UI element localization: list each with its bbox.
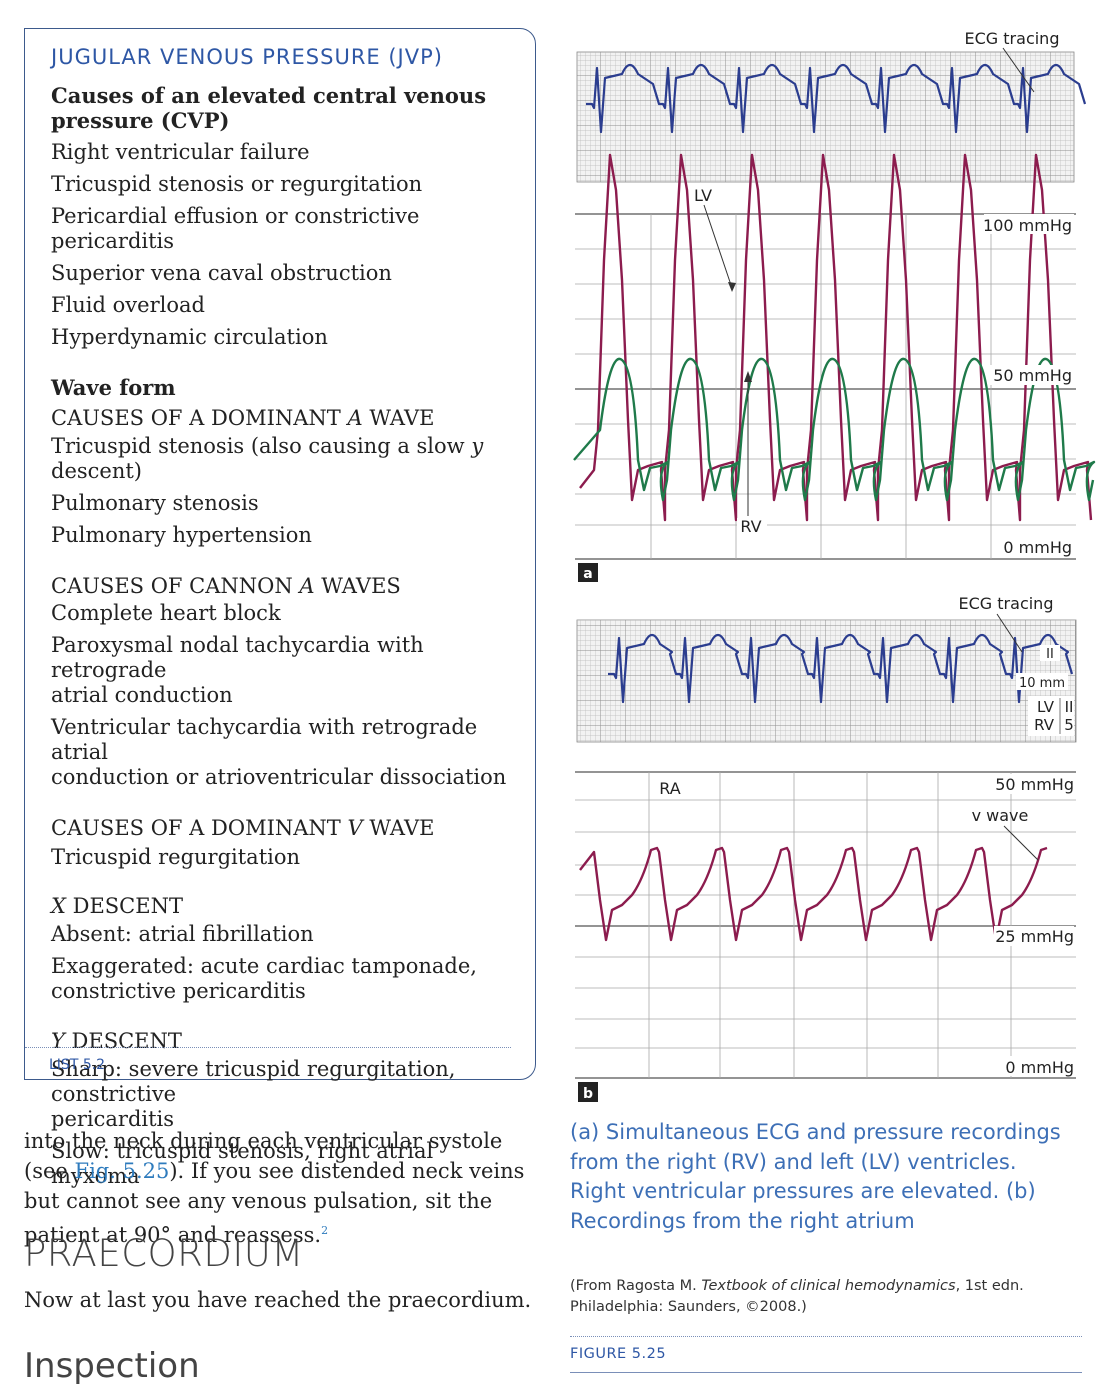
figure-caption: (a) Simultaneous ECG and pressure record… [570, 1120, 1061, 1233]
panel-b-marker [578, 1082, 598, 1102]
scale-0b-label: 0 mmHg [1005, 1058, 1074, 1077]
v-wave-label: v wave [972, 806, 1029, 825]
section-text: Now at last you have reached the praecor… [24, 1288, 532, 1312]
scale-100-bg [984, 214, 1074, 234]
ecg-leader-b [996, 613, 1023, 653]
ecg-label-b: ECG tracing [959, 594, 1054, 613]
cvp-cause: Fluid overload [51, 293, 205, 317]
rv-channel-label: RV [1034, 716, 1055, 734]
scale-50-bg [990, 365, 1074, 385]
list-tag: LIST 5.2 [49, 1057, 106, 1073]
box-title: JUGULAR VENOUS PRESSURE (JVP) [51, 45, 443, 69]
lead-label: II [1046, 647, 1054, 662]
cannon-a-item: Ventricular tachycardia with retrograde … [51, 715, 507, 789]
lv-arrowhead [728, 282, 736, 292]
scale-50b-bg [994, 774, 1074, 794]
rv-label: RV [740, 517, 761, 536]
ecg-trace-b [608, 633, 1074, 704]
dominant-a-heading: CAUSES OF A DOMINANT A WAVE [51, 406, 435, 430]
scale-0-bg [998, 537, 1074, 557]
figure-source: (From Ragosta M. Textbook of clinical he… [570, 1278, 1024, 1315]
dominant-a-item: Tricuspid stenosis (also causing a slow … [51, 434, 484, 483]
pressure-grid-a [575, 213, 1076, 560]
rv-pressure-trace [573, 357, 1096, 502]
scale-0b-bg [1004, 1056, 1074, 1076]
body-paragraph: into the neck during each ventricular sy… [24, 1129, 525, 1247]
scale-0-label: 0 mmHg [1003, 538, 1072, 557]
ra-pressure-trace [579, 846, 1048, 942]
ecg-grid-a [577, 52, 1074, 182]
figure-link[interactable]: Fig. 5.25 [74, 1159, 170, 1183]
lv-channel-label: LV [1037, 698, 1055, 716]
dominant-a-item: Pulmonary stenosis [51, 491, 259, 515]
panel-a-letter: a [583, 566, 592, 582]
cvp-cause: Superior vena caval obstruction [51, 261, 392, 285]
figure-bottom-rule [570, 1372, 1082, 1373]
panel-a-marker [578, 563, 598, 582]
dominant-v-heading: CAUSES OF A DOMINANT V WAVE [51, 816, 435, 840]
list-divider [25, 1047, 511, 1048]
cvp-cause: Hyperdynamic circulation [51, 325, 328, 349]
box-body: Causes of an elevated central venous pres… [51, 83, 521, 1189]
cannon-a-item: Paroxysmal nodal tachycardia with retrog… [51, 633, 424, 707]
lv-label: LV [694, 186, 712, 205]
ra-label: RA [659, 779, 680, 798]
cvp-cause: Pericardial effusion or constrictive per… [51, 204, 420, 253]
figure-tag: FIGURE 5.25 [570, 1346, 667, 1362]
cannon-a-item: Complete heart block [51, 601, 281, 625]
gain-label-bg [1016, 673, 1068, 690]
ecg-label-a: ECG tracing [965, 29, 1060, 48]
cvp-cause: Right ventricular failure [51, 140, 310, 164]
x-descent-item: Exaggerated: acute cardiac tamponade, con… [51, 954, 477, 1003]
gain-label: 10 mm [1019, 676, 1065, 691]
footnote-ref[interactable]: 2 [321, 1224, 329, 1237]
rv-channel-value: 5 [1064, 716, 1074, 734]
y-descent-item: Slow: tricuspid stenosis, right atrial m… [51, 1139, 434, 1188]
cannon-a-heading: CAUSES OF CANNON A WAVES [51, 574, 401, 598]
channel-legend-bg [1028, 696, 1074, 736]
cvp-heading: Causes of an elevated central venous pres… [51, 83, 487, 133]
lv-channel-value: II [1065, 698, 1074, 716]
x-descent-item: Absent: atrial fibrillation [51, 922, 314, 946]
lv-leader [703, 204, 733, 289]
ecg-grid-b [577, 620, 1076, 742]
v-wave-leader [1003, 825, 1039, 861]
jvp-list-box: JUGULAR VENOUS PRESSURE (JVP) Causes of … [24, 28, 536, 1188]
scale-25-label: 25 mmHg [995, 927, 1074, 946]
scale-100-label: 100 mmHg [983, 216, 1072, 235]
lv-pressure-trace [579, 153, 1093, 522]
y-descent-item: Sharp: severe tricuspid regurgitation, c… [51, 1057, 456, 1131]
figure-5-25: ECG tracing LV RV 100 mmHg 50 mmHg 0 mmH… [573, 29, 1096, 1102]
waveform-heading: Wave form [51, 375, 176, 400]
scale-50-label: 50 mmHg [993, 366, 1072, 385]
rv-label-bg [737, 518, 767, 536]
scale-25-bg [994, 926, 1074, 946]
dominant-v-item: Tricuspid regurgitation [51, 845, 301, 869]
pressure-grid-b [575, 771, 1076, 1079]
scale-50b-label: 50 mmHg [995, 775, 1074, 794]
lead-label-bg [1040, 645, 1060, 661]
subsection-heading: Inspection [24, 1346, 200, 1386]
cvp-cause: Tricuspid stenosis or regurgitation [51, 172, 423, 196]
section-heading: PRAECORDIUM [24, 1232, 304, 1275]
ecg-trace-a [586, 63, 1087, 134]
panel-b-letter: b [583, 1086, 593, 1102]
ecg-leader-a [1002, 47, 1035, 93]
x-descent-heading: X DESCENT [51, 894, 183, 918]
figure-divider [570, 1336, 1082, 1337]
rv-arrowhead [744, 371, 752, 382]
dominant-a-item: Pulmonary hypertension [51, 523, 312, 547]
